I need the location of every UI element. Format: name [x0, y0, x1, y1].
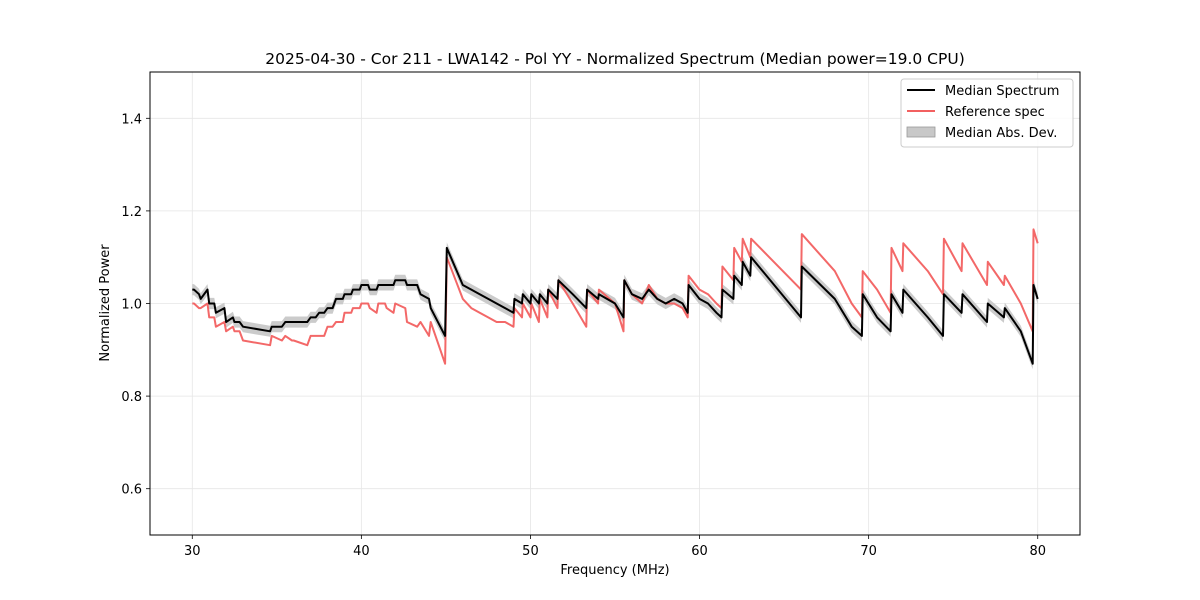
median-spectrum-line — [192, 246, 1039, 365]
x-tick-label: 30 — [184, 544, 201, 559]
legend-label-median-abs-dev: Median Abs. Dev. — [945, 126, 1057, 141]
chart-title: 2025-04-30 - Cor 211 - LWA142 - Pol YY -… — [265, 50, 965, 68]
legend-label-reference-spec: Reference spec — [945, 105, 1045, 120]
legend-swatch-median-abs-dev — [906, 126, 936, 138]
x-tick-label: 80 — [1029, 544, 1046, 559]
x-tick-label: 70 — [860, 544, 877, 559]
y-tick-label: 0.6 — [121, 483, 142, 498]
x-tick-label: 50 — [522, 544, 539, 559]
y-tick-label: 0.8 — [121, 390, 142, 405]
legend: Median Spectrum Reference spec Median Ab… — [900, 78, 1074, 148]
y-axis-label: Normalized Power — [98, 244, 113, 362]
y-tick-label: 1.2 — [121, 205, 142, 220]
x-axis-label: Frequency (MHz) — [560, 563, 669, 578]
x-tick-label: 60 — [691, 544, 708, 559]
x-axis-ticks: 30 40 50 60 70 80 — [184, 535, 1046, 559]
x-tick-label: 40 — [353, 544, 370, 559]
series-lines — [192, 228, 1039, 365]
legend-label-median-spectrum: Median Spectrum — [945, 84, 1059, 99]
y-tick-label: 1.4 — [121, 112, 142, 127]
legend-box — [900, 78, 1074, 148]
reference-spec-line — [192, 228, 1039, 365]
y-axis-ticks: 0.6 0.8 1.0 1.2 1.4 — [121, 112, 150, 498]
y-tick-label: 1.0 — [121, 298, 142, 313]
